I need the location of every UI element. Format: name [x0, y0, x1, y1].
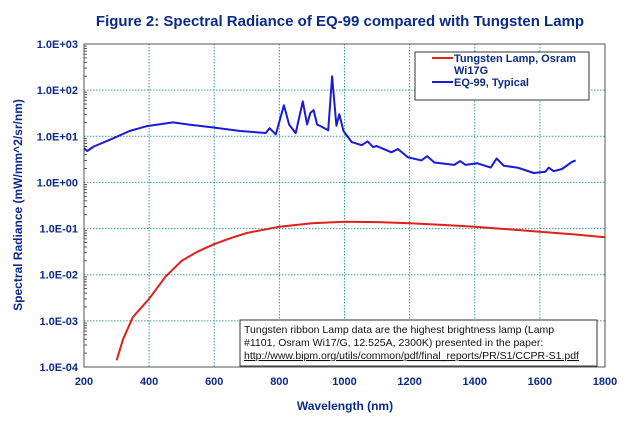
annotation-line-1: Tungsten ribbon Lamp data are the highes…: [244, 324, 554, 336]
annotation-line-2: #1101, Osram Wi17/G, 12.525A, 2300K) pre…: [244, 337, 543, 349]
legend: Tungsten Lamp, Osram Wi17G EQ-99, Typica…: [414, 51, 590, 101]
y-tick-label: 1.0E-04: [39, 362, 78, 374]
y-tick-label: 1.0E-03: [39, 316, 78, 328]
legend-label-tungsten: Tungsten Lamp, Osram: [454, 53, 576, 65]
series-line-1: [83, 75, 577, 174]
annotation: Tungsten ribbon Lamp data are the highes…: [239, 319, 598, 367]
plot-frame: [83, 43, 606, 368]
y-tick-label: 1.0E-02: [39, 270, 78, 282]
x-tick-label: 1600: [528, 376, 552, 388]
x-tick-label: 1400: [463, 376, 487, 388]
series-line-0: [115, 220, 606, 361]
x-tick-label: 1800: [593, 376, 617, 388]
x-tick-label: 200: [75, 376, 93, 388]
y-tick-label: 1.0E+00: [37, 177, 78, 189]
series-layer: [83, 75, 606, 361]
x-tick-label: 600: [205, 376, 223, 388]
y-tick-label: 1.0E-01: [39, 224, 78, 236]
y-axis-label: Spectral Radiance (mW/mm^2/sr/nm): [11, 99, 25, 311]
x-tick-label: 1200: [397, 376, 421, 388]
y-tick-label: 1.0E+03: [37, 39, 78, 51]
x-tick-label: 1000: [332, 376, 356, 388]
x-tick-label: 800: [270, 376, 288, 388]
x-tick-label: 400: [140, 376, 158, 388]
chart-title: Figure 2: Spectral Radiance of EQ-99 com…: [96, 13, 584, 30]
legend-label-tungsten-cont: Wi17G: [454, 65, 488, 77]
legend-label-eq99: EQ-99, Typical: [454, 77, 529, 89]
y-tick-label: 1.0E+01: [37, 131, 78, 143]
annotation-box: [239, 319, 598, 367]
x-axis-label: Wavelength (nm): [297, 399, 393, 413]
y-tick-label: 1.0E+02: [37, 85, 78, 97]
annotation-link[interactable]: http://www.bipm.org/utils/common/pdf/fin…: [244, 350, 579, 362]
tick-labels: 200 400 600 800 1000 1200 1400 1600 1800 1.0E-04 1…: [37, 39, 618, 388]
legend-box: [414, 51, 590, 101]
